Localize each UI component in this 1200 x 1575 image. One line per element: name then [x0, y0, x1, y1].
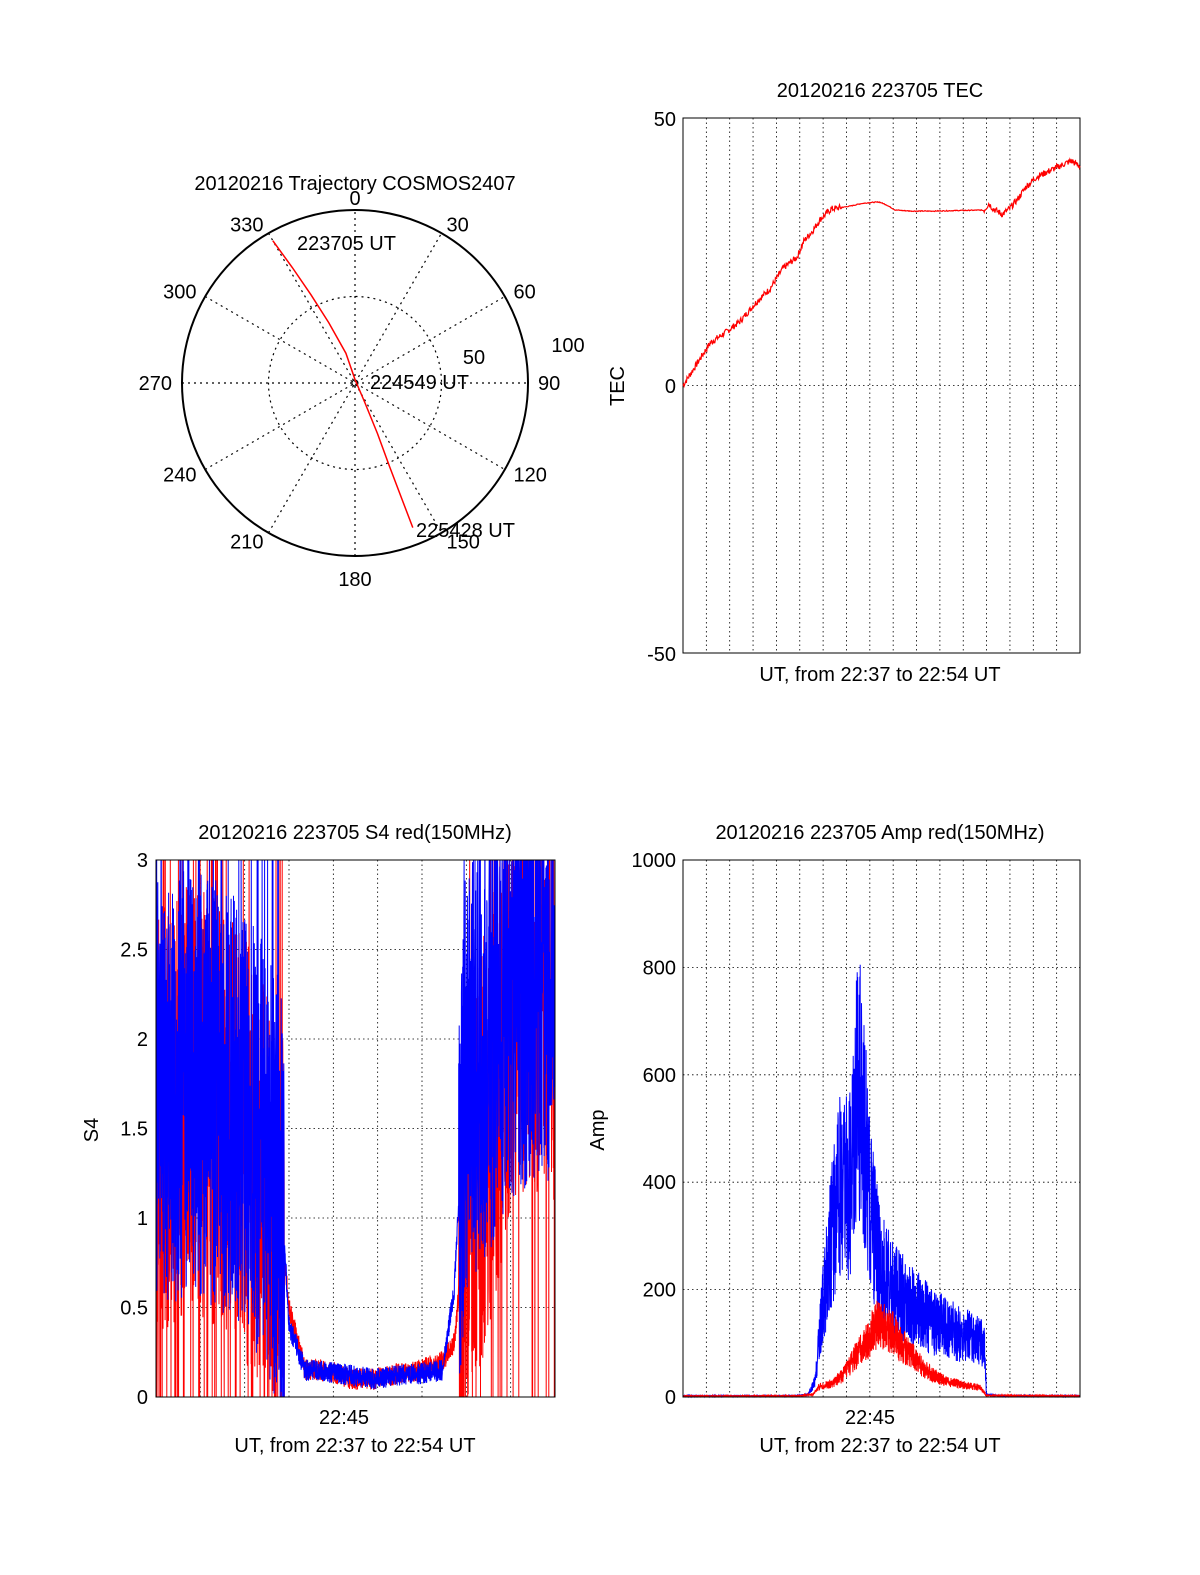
- polar-azimuth-label-60: 60: [514, 282, 536, 304]
- polar-azimuth-label-210: 210: [230, 532, 263, 554]
- amp-ytick-label: 200: [643, 1280, 676, 1302]
- polar-azimuth-label-180: 180: [338, 569, 371, 591]
- s4-panel: 20120216 223705 S4 red(150MHz) 0 0.5 1 1.5 2…: [81, 822, 556, 1457]
- polar-trajectory-track: [272, 240, 414, 528]
- polar-elevation-label-50: 50: [463, 347, 485, 369]
- amp-ytick-label: 400: [643, 1172, 676, 1194]
- tec-ytick-50: 50: [654, 109, 676, 131]
- amp-y-tick-labels: 0 200 400 600 800 1000: [632, 850, 677, 1409]
- amp-ytick-label: 1000: [632, 850, 677, 872]
- amp-xtick-2245: 22:45: [845, 1407, 895, 1429]
- polar-azimuth-label-120: 120: [514, 465, 547, 487]
- s4-plot-frame: [155, 859, 556, 1398]
- amp-ytick-label: 800: [643, 957, 676, 979]
- polar-azimuth-label-240: 240: [163, 465, 196, 487]
- polar-grid: [182, 210, 528, 556]
- polar-trajectory-panel: 20120216 Trajectory COSMOS2407 0 30 60 90 12…: [139, 173, 585, 591]
- polar-annotation-mid: 224549 UT: [370, 372, 469, 394]
- amp-series-red: [682, 1300, 1081, 1399]
- tec-xlabel: UT, from 22:37 to 22:54 UT: [759, 664, 1000, 686]
- tec-ytick-0: 0: [665, 376, 676, 398]
- amp-ytick-label: 0: [665, 1387, 676, 1409]
- polar-spoke-120: [204, 295, 506, 471]
- s4-y-tick-labels: 0 0.5 1 1.5 2 2.5 3: [120, 850, 148, 1409]
- polar-spoke-30: [267, 232, 443, 534]
- polar-azimuth-label-300: 300: [163, 282, 196, 304]
- amp-title: 20120216 223705 Amp red(150MHz): [715, 822, 1044, 844]
- tec-ytick-minus50: -50: [647, 644, 676, 666]
- amp-panel: 20120216 223705 Amp red(150MHz) 0 200 400 6…: [587, 822, 1081, 1457]
- s4-ytick-label: 1.5: [120, 1119, 148, 1141]
- s4-xlabel: UT, from 22:37 to 22:54 UT: [234, 1435, 475, 1457]
- polar-azimuth-label-30: 30: [447, 215, 469, 237]
- polar-azimuth-label-0: 0: [349, 188, 360, 210]
- polar-spoke-150: [267, 232, 443, 534]
- s4-ytick-label: 1: [137, 1208, 148, 1230]
- polar-elevation-label-100: 100: [551, 335, 584, 357]
- tec-ylabel: TEC: [607, 366, 629, 406]
- polar-annotation-start: 223705 UT: [297, 233, 396, 255]
- s4-ytick-label: 3: [137, 850, 148, 872]
- tec-series-line: [682, 157, 1081, 389]
- amp-ytick-label: 600: [643, 1065, 676, 1087]
- s4-ytick-label: 2.5: [120, 940, 148, 962]
- polar-azimuth-labels: 0 30 60 90 120 150 180 210 240 270 300 330: [139, 188, 561, 591]
- s4-ytick-label: 2: [137, 1029, 148, 1051]
- polar-outer-circle: [181, 209, 529, 557]
- polar-azimuth-label-150: 150: [447, 532, 480, 554]
- polar-title: 20120216 Trajectory COSMOS2407: [194, 173, 515, 195]
- amp-plot-frame: [682, 859, 1081, 1398]
- polar-azimuth-label-330: 330: [230, 215, 263, 237]
- polar-azimuth-label-90: 90: [538, 373, 560, 395]
- s4-title: 20120216 223705 S4 red(150MHz): [198, 822, 512, 844]
- s4-grid: [156, 860, 555, 1397]
- tec-grid: [683, 118, 1080, 653]
- amp-xlabel: UT, from 22:37 to 22:54 UT: [759, 1435, 1000, 1457]
- polar-azimuth-label-270: 270: [139, 373, 172, 395]
- amp-ylabel: Amp: [587, 1109, 609, 1150]
- tec-panel: 20120216 223705 TEC 50 0 -50 TEC UT, fro…: [607, 80, 1081, 686]
- s4-ylabel: S4: [81, 1118, 103, 1142]
- s4-ytick-label: 0.5: [120, 1298, 148, 1320]
- tec-title: 20120216 223705 TEC: [777, 80, 983, 102]
- s4-xtick-2245: 22:45: [319, 1407, 369, 1429]
- polar-spoke-60: [204, 295, 506, 471]
- s4-series-blue: [155, 859, 556, 1398]
- s4-ytick-label: 0: [137, 1387, 148, 1409]
- polar-annotation-end: 225428 UT: [416, 520, 515, 542]
